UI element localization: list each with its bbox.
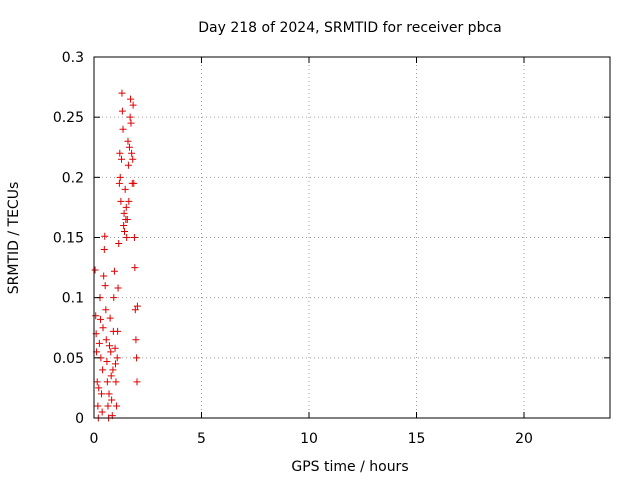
data-point xyxy=(98,390,106,398)
x-tick-label: 0 xyxy=(90,431,99,447)
data-point xyxy=(120,221,128,229)
data-point xyxy=(109,366,117,374)
data-point xyxy=(94,402,102,410)
y-tick-label: 0 xyxy=(75,411,84,427)
data-point xyxy=(114,284,122,292)
y-axis-label: SRMTID / TECUs xyxy=(6,182,22,295)
data-point xyxy=(123,234,131,241)
data-point xyxy=(102,336,110,344)
data-point xyxy=(124,137,132,145)
data-point xyxy=(111,344,119,352)
data-point xyxy=(125,197,133,205)
data-point xyxy=(105,390,113,398)
data-point xyxy=(103,357,111,365)
data-point xyxy=(93,378,101,386)
grid xyxy=(94,57,610,418)
data-point xyxy=(106,314,114,322)
y-tick-label: 0.2 xyxy=(62,170,84,186)
y-tick-label: 0.05 xyxy=(53,351,84,367)
data-point xyxy=(116,173,124,181)
y-tick-label: 0.1 xyxy=(62,291,84,307)
data-point xyxy=(98,408,106,416)
x-tick-label: 5 xyxy=(197,431,206,447)
data-point xyxy=(107,372,115,380)
data-point xyxy=(101,232,109,240)
y-tick-label: 0.3 xyxy=(62,50,84,66)
data-point xyxy=(132,336,140,344)
y-tick-label: 0.15 xyxy=(53,231,84,247)
data-points xyxy=(91,89,141,422)
data-point xyxy=(123,215,131,223)
data-point xyxy=(110,294,118,302)
data-point xyxy=(108,396,116,404)
data-point xyxy=(100,246,108,254)
data-point xyxy=(122,203,130,211)
data-point xyxy=(115,240,123,248)
data-point xyxy=(126,113,134,121)
data-point xyxy=(133,354,141,362)
data-point xyxy=(124,161,132,169)
x-axis-ticks: 0 5 10 15 20 xyxy=(90,57,533,447)
data-point xyxy=(113,354,121,362)
data-point xyxy=(131,306,139,314)
data-point xyxy=(95,339,103,347)
x-tick-label: 20 xyxy=(515,431,533,447)
data-point xyxy=(104,402,112,410)
data-point xyxy=(121,227,129,235)
data-point xyxy=(118,107,126,115)
data-point xyxy=(116,149,124,157)
data-point xyxy=(102,306,110,314)
data-point xyxy=(112,360,119,368)
data-point xyxy=(99,324,107,332)
plot-frame xyxy=(93,56,611,419)
data-point xyxy=(117,197,125,205)
data-point xyxy=(128,149,136,157)
data-point xyxy=(130,179,138,187)
data-point xyxy=(125,143,133,151)
data-point xyxy=(100,272,108,280)
data-point xyxy=(130,234,138,241)
data-point xyxy=(120,209,128,217)
x-axis-label: GPS time / hours xyxy=(291,459,408,475)
data-point xyxy=(131,264,139,272)
x-tick-label: 15 xyxy=(408,431,426,447)
data-point xyxy=(92,312,100,320)
chart-title: Day 218 of 2024, SRMTID for receiver pbc… xyxy=(198,20,501,36)
x-tick-label: 10 xyxy=(300,431,318,447)
data-point xyxy=(91,266,99,274)
data-point xyxy=(114,327,122,335)
data-point xyxy=(107,348,115,356)
data-point xyxy=(129,101,137,109)
data-point xyxy=(121,185,129,193)
data-point xyxy=(105,342,113,350)
data-point xyxy=(101,282,109,290)
data-point xyxy=(110,267,118,275)
data-point xyxy=(96,315,104,323)
data-point xyxy=(103,378,111,386)
data-point xyxy=(112,378,120,386)
data-point xyxy=(127,119,135,127)
data-point xyxy=(129,155,137,163)
data-point xyxy=(133,378,141,386)
data-point xyxy=(133,302,141,310)
data-point xyxy=(127,95,135,103)
data-point xyxy=(99,366,107,374)
data-point xyxy=(118,89,126,97)
y-axis-ticks: 0 0.05 0.1 0.15 0.2 0.25 0.3 xyxy=(53,50,610,427)
data-point xyxy=(118,155,126,163)
data-point xyxy=(115,179,123,187)
y-tick-label: 0.25 xyxy=(53,110,84,126)
data-point xyxy=(119,125,127,133)
data-point xyxy=(113,402,121,410)
data-point xyxy=(95,384,103,392)
